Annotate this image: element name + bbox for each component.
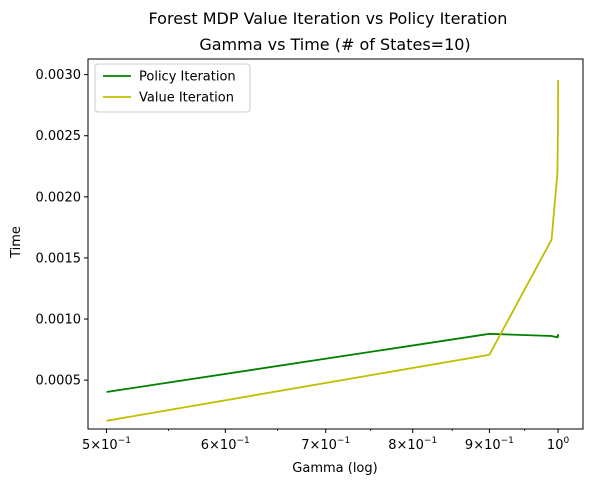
y-tick-label-5: 0.0030 — [36, 68, 82, 83]
x-tick-label-exponent-5: 0 — [563, 436, 569, 446]
x-tick-label-base-2: 7×10 — [301, 438, 337, 453]
x-tick-label-5: 100 — [547, 436, 570, 453]
x-tick-label-exponent-2: −1 — [337, 436, 350, 446]
series-line-0 — [106, 332, 559, 393]
x-tick-label-base-3: 8×10 — [388, 438, 424, 453]
series-line-1 — [106, 80, 559, 422]
chart-legend: Policy Iteration Value Iteration — [94, 63, 251, 113]
x-tick-label-exponent-1: −1 — [236, 436, 249, 446]
legend-label-0: Policy Iteration — [139, 70, 236, 85]
x-tick-label-base-0: 5×10 — [82, 438, 118, 453]
legend-frame — [94, 63, 251, 113]
chart-title: Gamma vs Time (# of States=10) — [199, 35, 470, 54]
x-tick-label-0: 5×10−1 — [82, 436, 131, 453]
y-tick-label-3: 0.0020 — [36, 190, 82, 205]
x-tick-label-1: 6×10−1 — [201, 436, 250, 453]
x-tick-label-4: 9×10−1 — [465, 436, 514, 453]
x-tick-label-base-1: 6×10 — [201, 438, 237, 453]
y-tick-label-4: 0.0025 — [36, 129, 82, 144]
x-tick-label-base-5: 10 — [547, 438, 564, 453]
y-tick-label-0: 0.0005 — [36, 374, 82, 389]
x-axis-label: Gamma (log) — [292, 461, 377, 476]
plot-area: 0.0005 0.0010 0.0015 0.0020 0.0025 0.0030 5×10… — [36, 58, 584, 453]
figure-suptitle: Forest MDP Value Iteration vs Policy Ite… — [149, 9, 508, 28]
x-tick-label-3: 8×10−1 — [388, 436, 437, 453]
y-axis-label: Time — [9, 226, 24, 259]
x-tick-label-2: 7×10−1 — [301, 436, 350, 453]
legend-label-1: Value Iteration — [139, 91, 234, 106]
plot-frame — [87, 58, 584, 430]
x-tick-label-base-4: 9×10 — [465, 438, 501, 453]
x-tick-label-exponent-4: −1 — [501, 436, 514, 446]
x-tick-label-exponent-0: −1 — [118, 436, 131, 446]
x-tick-label-exponent-3: −1 — [424, 436, 437, 446]
y-tick-label-2: 0.0015 — [36, 251, 82, 266]
y-tick-label-1: 0.0010 — [36, 313, 82, 328]
